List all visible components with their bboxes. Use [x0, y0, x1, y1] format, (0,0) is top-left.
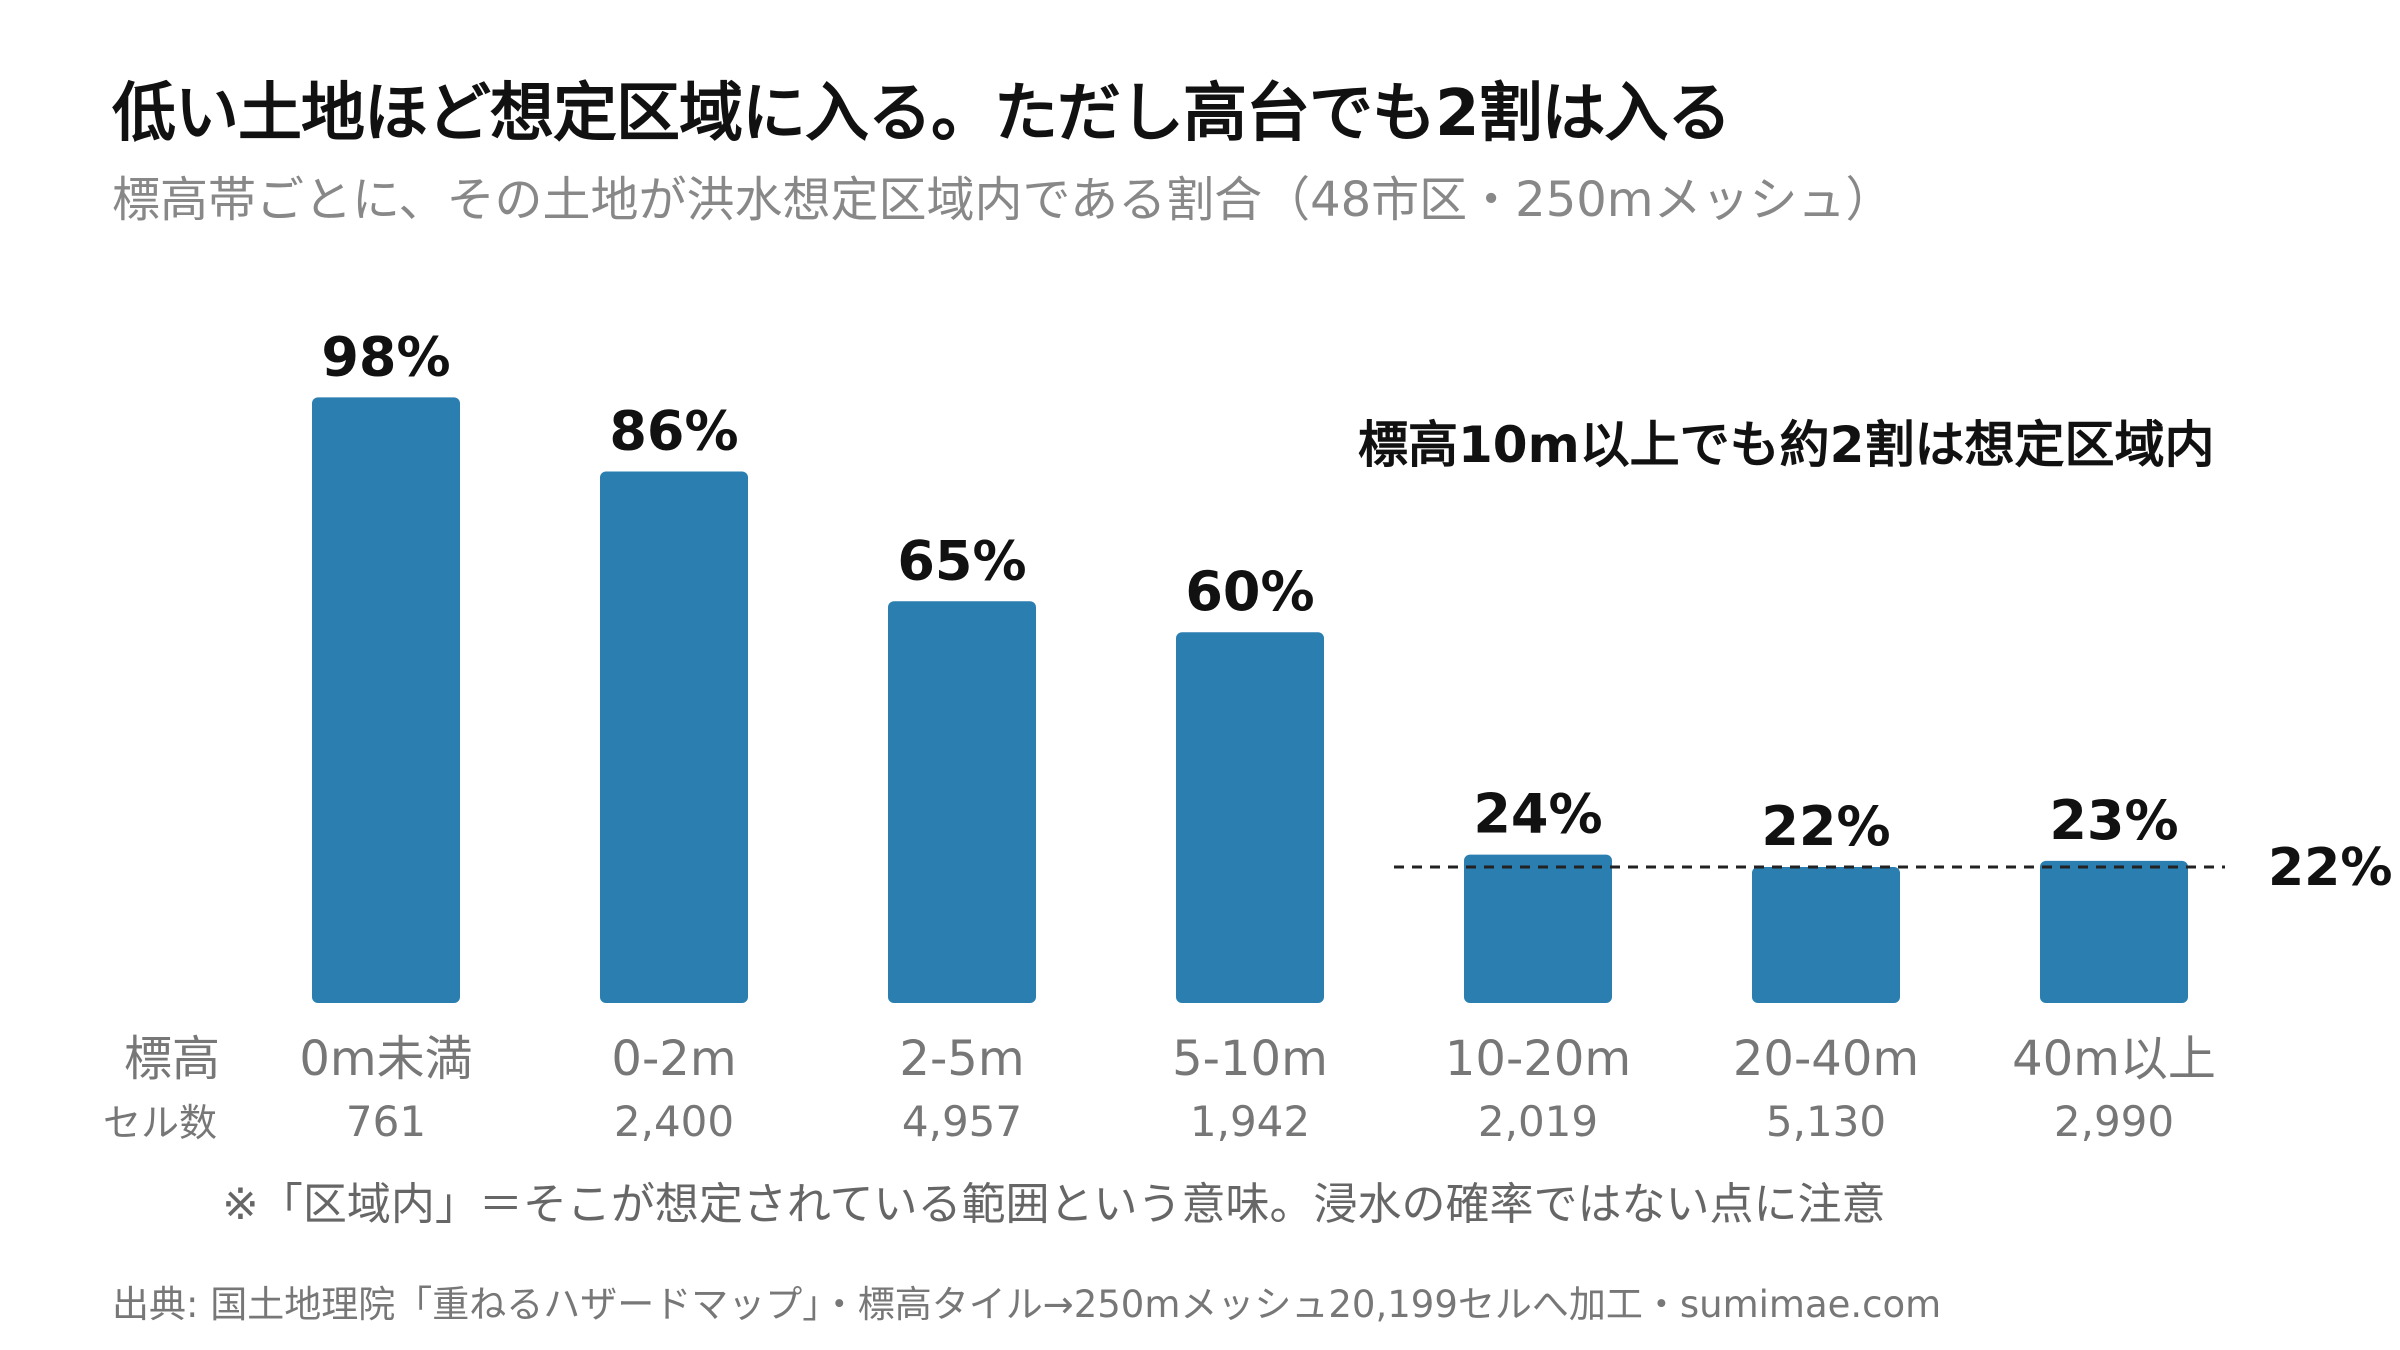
cell-count-5: 5,130	[1766, 1097, 1886, 1146]
category-label-1: 0-2m	[611, 1031, 736, 1087]
category-label-2: 2-5m	[899, 1031, 1024, 1087]
bar-3	[1176, 632, 1324, 1003]
category-label-5: 20-40m	[1733, 1031, 1919, 1087]
bar-5	[1752, 867, 1900, 1003]
bar-2	[888, 601, 1036, 1003]
bar-value-label-4: 24%	[1473, 783, 1602, 846]
chart-title: 低い土地ほど想定区域に入る。ただし高台でも2割は入る	[112, 77, 1732, 151]
bar-1	[600, 471, 748, 1003]
cell-count-6: 2,990	[2054, 1097, 2174, 1146]
cell-count-2: 4,957	[902, 1097, 1022, 1146]
annotation-text: 標高10m以上でも約2割は想定区域内	[1358, 416, 2214, 474]
bar-value-label-1: 86%	[609, 400, 738, 463]
row-label-cells: セル数	[103, 1101, 217, 1145]
bar-value-label-2: 65%	[897, 529, 1026, 592]
bar-chart: 98% 0m未満 761 86% 0-2m 2,400 65% 2-5m 4,957 60% 5-1…	[103, 325, 2392, 1146]
bar-6	[2040, 860, 2188, 1003]
bar-4	[1464, 854, 1612, 1003]
cell-count-3: 1,942	[1190, 1097, 1310, 1146]
cell-count-0: 761	[346, 1097, 426, 1146]
category-label-6: 40m以上	[2012, 1031, 2216, 1087]
reference-line-label: 22%	[2268, 838, 2392, 898]
bar-value-label-3: 60%	[1185, 560, 1314, 623]
row-label-elevation: 標高	[124, 1031, 220, 1087]
footnote: ※「区域内」＝そこが想定されている範囲という意味。浸水の確率ではない点に注意	[222, 1179, 1886, 1230]
bar-value-label-0: 98%	[321, 325, 450, 388]
category-label-3: 5-10m	[1172, 1031, 1328, 1087]
category-label-4: 10-20m	[1445, 1031, 1631, 1087]
bar-value-label-5: 22%	[1761, 795, 1890, 858]
cell-count-4: 2,019	[1478, 1097, 1598, 1146]
source-credit: 出典: 国土地理院「重ねるハザードマップ」・標高タイル→250mメッシュ20,1…	[112, 1283, 1942, 1326]
bar-0	[312, 397, 460, 1003]
cell-count-1: 2,400	[614, 1097, 734, 1146]
bar-value-label-6: 23%	[2049, 789, 2178, 852]
chart-subtitle: 標高帯ごとに、その土地が洪水想定区域内である割合（48市区・250mメッシュ）	[112, 172, 1894, 228]
category-label-0: 0m未満	[299, 1031, 472, 1087]
